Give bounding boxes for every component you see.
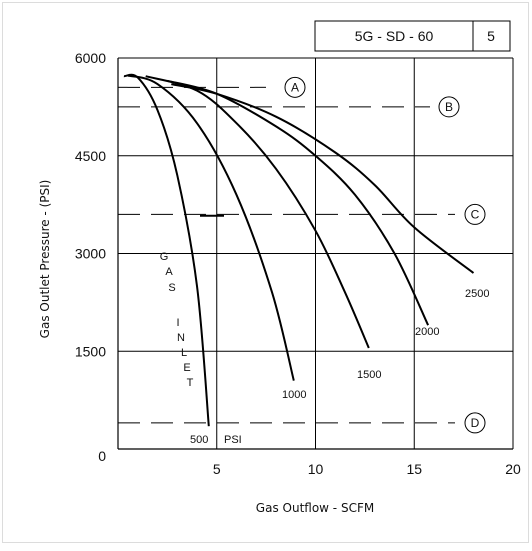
reference-label-C: C (471, 207, 480, 221)
reference-label-B: B (445, 100, 453, 114)
reference-marker-A (284, 76, 306, 98)
inlet-letter-4: N (177, 332, 185, 344)
plot-frame (117, 58, 513, 450)
reference-label-A: A (291, 80, 299, 94)
header-box: 5G - SD - 60 5 (314, 20, 511, 52)
reference-marker-B (438, 96, 460, 118)
x-axis-label: Gas Outflow - SCFM (256, 501, 374, 515)
tick-labels: 5 10 15 20 0 1500 3000 4500 6000 (75, 50, 521, 477)
curve-1000 (127, 74, 295, 381)
inlet-letter-0: G (160, 251, 169, 263)
x-tick-label-1: 10 (308, 461, 324, 477)
y-tick-label-0: 0 (98, 448, 106, 464)
curves: 500 1000 1500 2000 2500 (123, 73, 489, 446)
x-tick-label-3: 20 (505, 461, 521, 477)
reference-label-D: D (471, 416, 480, 430)
curve-2000 (167, 79, 430, 326)
curve-2500 (171, 83, 475, 274)
curve-label-500: 500 (190, 434, 208, 446)
y-tick-label-2: 3000 (75, 246, 106, 262)
inlet-letter-2: S (168, 282, 175, 294)
reference-marker-D (464, 412, 486, 434)
y-axis-label: Gas Outlet Pressure - (PSI) (38, 180, 52, 339)
curve-label-2000: 2000 (415, 326, 439, 338)
curve-label-1000: 1000 (282, 389, 306, 401)
x-tick-label-0: 5 (213, 461, 221, 477)
y-tick-label-4: 6000 (75, 50, 106, 66)
curve-label-1500: 1500 (357, 369, 381, 381)
inlet-letter-1: A (165, 266, 173, 278)
grid (118, 57, 514, 450)
reference-lines: A B C D (118, 76, 486, 434)
inlet-unit-label: PSI (224, 434, 242, 446)
reference-marker-C (464, 203, 486, 225)
curve-label-2500: 2500 (465, 288, 489, 300)
inlet-letter-7: T (187, 377, 194, 389)
inlet-letter-6: E (183, 362, 190, 374)
inlet-letter-3: I (176, 317, 179, 329)
y-tick-label-1: 1500 (75, 343, 106, 359)
y-tick-label-3: 4500 (75, 148, 106, 164)
header-page-number: 5 (487, 28, 495, 44)
header-frame (314, 20, 511, 52)
x-tick-label-2: 15 (406, 461, 422, 477)
header-code: 5G - SD - 60 (355, 28, 434, 44)
curve-1500 (145, 75, 370, 349)
curve-500 (123, 73, 210, 427)
inlet-letter-5: L (181, 347, 187, 359)
